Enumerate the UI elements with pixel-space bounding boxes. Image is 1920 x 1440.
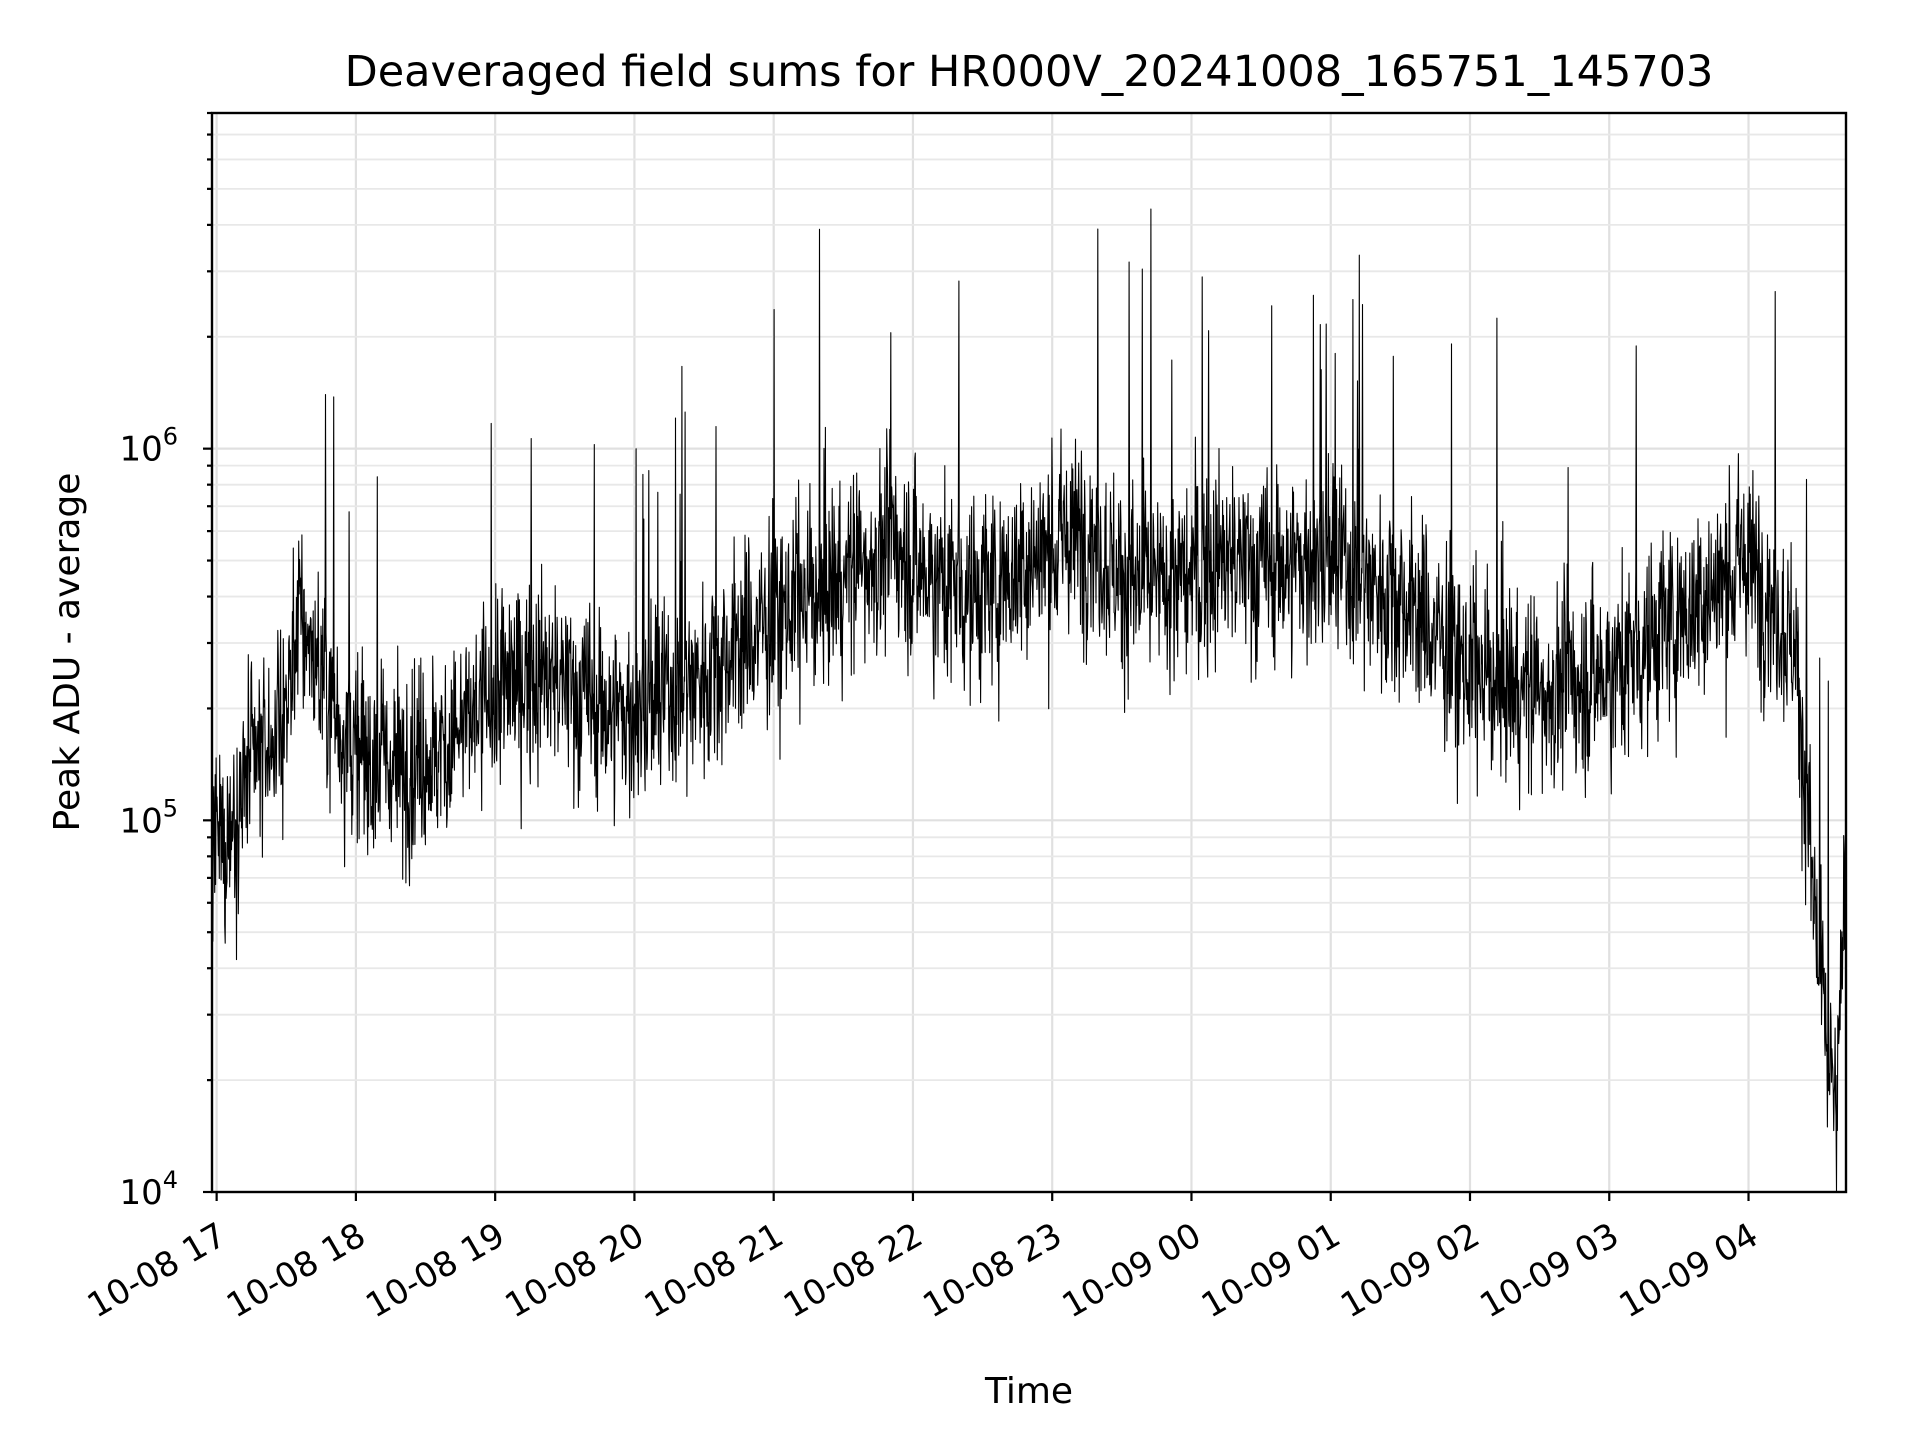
y-tick-label-base: 10 xyxy=(119,801,162,841)
y-tick-label-exponent: 6 xyxy=(163,423,178,451)
plot-frame xyxy=(210,111,1848,1194)
series-line xyxy=(211,208,1847,1192)
y-axis-label: Peak ADU - average xyxy=(47,473,88,832)
y-tick-label: 105 xyxy=(119,794,178,841)
y-tick-label: 104 xyxy=(119,1166,178,1213)
y-tick-label: 106 xyxy=(119,423,178,470)
chart-title: Deaveraged field sums for HR000V_2024100… xyxy=(345,47,1714,97)
y-tick-label-exponent: 4 xyxy=(163,1166,178,1194)
y-tick-label-base: 10 xyxy=(119,1173,162,1213)
y-tick-label-exponent: 5 xyxy=(163,794,178,822)
x-axis-label: Time xyxy=(984,1371,1073,1412)
series-layer xyxy=(211,208,1847,1192)
y-tick-label-base: 10 xyxy=(119,430,162,470)
